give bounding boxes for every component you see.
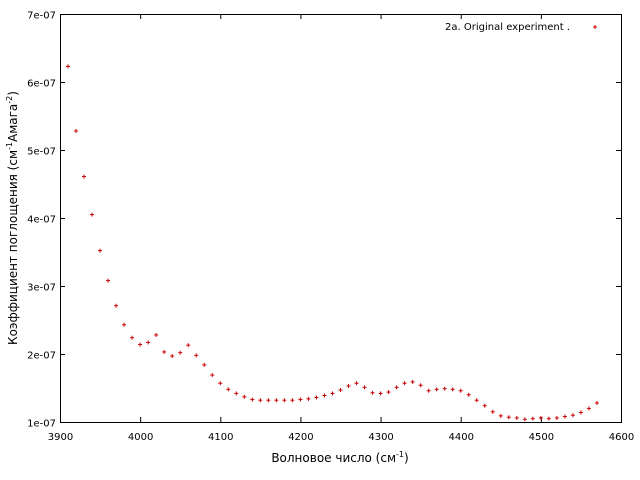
x-tick-label: 4000 [128,432,153,443]
data-point [586,406,591,411]
x-tick-label: 4200 [288,432,313,443]
data-point [266,398,271,403]
data-point [498,413,503,418]
data-point [530,416,535,421]
data-point [290,398,295,403]
data-point [82,174,87,179]
data-point [178,350,183,355]
data-point [570,413,575,418]
data-point [418,383,423,388]
data-point [514,415,519,420]
data-point [506,415,511,420]
data-point [386,390,391,395]
data-point [282,398,287,403]
data-point [578,410,583,415]
plot-frame [60,14,622,423]
data-point [122,322,127,327]
data-point [394,385,399,390]
data-point [210,373,215,378]
y-axis-title: Коэффициент поглощения (см-1Амага-2) [5,91,20,345]
y-tick-label: 7e-07 [27,11,56,22]
x-axis-title: Волновое число (см-1) [271,450,408,465]
data-point [66,64,71,69]
data-point [458,388,463,393]
data-point [242,394,247,399]
data-point [74,128,79,133]
x-tick-label: 4400 [448,432,473,443]
data-point [98,248,103,253]
y-tick-label: 5e-07 [27,147,56,158]
data-point [490,409,495,414]
data-point [226,387,231,392]
data-point [154,332,159,337]
data-point [474,398,479,403]
data-point [362,385,367,390]
data-point [306,396,311,401]
data-point [562,414,567,419]
data-point [202,362,207,367]
data-point [250,397,255,402]
data-point [138,342,143,347]
legend-marker-symbol [593,25,597,29]
y-tick-label: 6e-07 [27,79,56,90]
data-point [522,417,527,422]
data-point [234,391,239,396]
data-point [546,416,551,421]
data-point [378,391,383,396]
data-point [346,383,351,388]
data-point [298,397,303,402]
data-point [258,398,263,403]
data-point [338,388,343,393]
legend-label: 2a. Original experiment . [445,22,570,33]
data-point [130,335,135,340]
x-tick-label: 3900 [48,432,73,443]
y-tick-label: 1e-07 [27,419,56,430]
x-tick-label: 4100 [208,432,233,443]
data-point [482,403,487,408]
y-tick-label: 4e-07 [27,215,56,226]
data-point [538,415,543,420]
data-point [442,386,447,391]
data-point [90,212,95,217]
x-tick-label: 4300 [368,432,393,443]
data-point [434,387,439,392]
data-point [314,395,319,400]
y-axis-ticks: 1e-07 2e-07 3e-07 4e-07 5e-07 6e-07 7e-07 [27,11,621,430]
data-point [114,303,119,308]
data-point [402,381,407,386]
x-tick-label: 4600 [609,432,634,443]
data-point [194,353,199,358]
y-tick-label: 3e-07 [27,283,56,294]
data-point [146,340,151,345]
data-point [450,387,455,392]
x-axis-ticks: 3900 4000 4100 4200 4300 4400 4500 4600 [48,14,634,443]
data-point [322,393,327,398]
data-point [370,390,375,395]
data-point [186,343,191,348]
data-point [554,415,559,420]
data-point [162,349,167,354]
y-tick-label: 2e-07 [27,351,56,362]
data-point [354,381,359,386]
data-point [218,381,223,386]
data-point [274,398,279,403]
data-point [426,388,431,393]
x-tick-label: 4500 [529,432,554,443]
data-point [106,278,111,283]
data-point [330,391,335,396]
data-point [594,400,599,405]
legend: 2a. Original experiment . [445,22,597,33]
data-point [170,354,175,359]
legend-marker [593,25,597,29]
data-point [410,379,415,384]
data-points [66,64,599,422]
data-point [466,392,471,397]
